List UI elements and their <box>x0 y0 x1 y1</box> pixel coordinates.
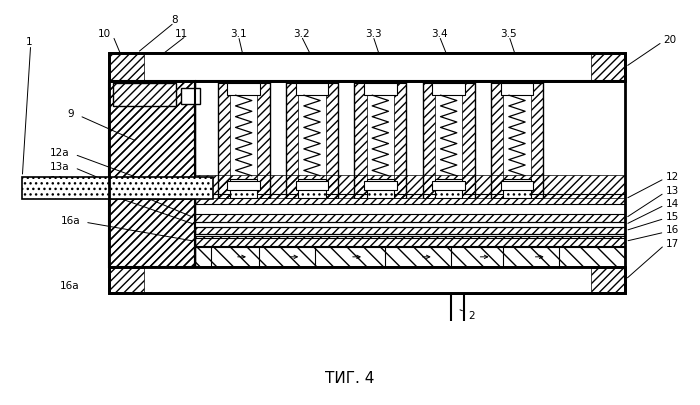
Bar <box>364 181 397 190</box>
Bar <box>195 176 625 198</box>
Bar <box>298 179 326 198</box>
Bar <box>500 84 533 96</box>
Bar <box>195 223 625 228</box>
Text: 14a: 14a <box>50 175 69 185</box>
Bar <box>228 84 260 96</box>
Bar <box>462 82 475 198</box>
Text: 4.4: 4.4 <box>443 280 459 290</box>
Text: 3.2: 3.2 <box>293 29 309 38</box>
Bar <box>500 181 533 190</box>
Text: 16a: 16a <box>60 280 80 290</box>
Text: 12a: 12a <box>50 147 69 157</box>
Text: 18: 18 <box>150 280 163 290</box>
Bar <box>591 54 625 82</box>
Text: 3.5: 3.5 <box>500 29 517 38</box>
Bar <box>295 84 328 96</box>
Text: 16a: 16a <box>62 215 81 226</box>
Text: 10: 10 <box>98 29 111 38</box>
Bar <box>326 82 338 198</box>
Bar <box>109 54 625 82</box>
Bar <box>144 267 591 293</box>
Text: 12: 12 <box>666 171 679 181</box>
Text: 8: 8 <box>171 15 178 24</box>
Bar <box>218 82 230 198</box>
Text: 14: 14 <box>666 199 679 209</box>
Text: 3.1: 3.1 <box>230 29 247 38</box>
Bar <box>228 181 260 190</box>
Text: 16: 16 <box>666 225 679 235</box>
Text: 4.2: 4.2 <box>312 280 329 290</box>
Bar <box>491 82 503 198</box>
Bar <box>195 215 625 223</box>
Bar <box>113 84 176 107</box>
Bar <box>109 54 625 82</box>
Bar <box>22 177 213 200</box>
Bar <box>367 179 394 198</box>
Text: 3.4: 3.4 <box>431 29 447 38</box>
Bar <box>109 267 625 293</box>
Bar <box>109 54 625 293</box>
Text: 15: 15 <box>666 211 679 222</box>
Bar <box>195 194 625 205</box>
Bar <box>286 82 298 198</box>
Bar <box>433 84 465 96</box>
Bar <box>109 267 625 293</box>
Bar <box>503 179 531 198</box>
Bar <box>195 223 625 228</box>
Bar <box>423 82 435 198</box>
Bar <box>531 82 543 198</box>
Text: 13: 13 <box>666 185 679 196</box>
Text: 1: 1 <box>26 36 33 47</box>
Text: 4.3: 4.3 <box>378 280 395 290</box>
Text: 2: 2 <box>469 310 475 320</box>
Text: 20: 20 <box>663 34 676 45</box>
Bar <box>195 247 625 267</box>
Bar <box>295 181 328 190</box>
Text: ΤИГ. 4: ΤИГ. 4 <box>326 370 374 385</box>
Text: 13a: 13a <box>50 161 69 171</box>
Bar <box>195 228 625 234</box>
Bar <box>435 179 462 198</box>
Text: 11: 11 <box>174 29 188 38</box>
Text: 17: 17 <box>666 239 679 249</box>
Bar <box>195 234 625 239</box>
Bar <box>258 82 270 198</box>
Bar <box>109 82 195 177</box>
Bar <box>195 82 625 267</box>
Text: 3.3: 3.3 <box>365 29 382 38</box>
Bar <box>144 54 591 82</box>
Bar <box>433 181 465 190</box>
Bar <box>109 82 195 267</box>
Bar <box>354 82 367 198</box>
Bar <box>195 237 625 247</box>
Bar <box>109 267 144 293</box>
Text: 9: 9 <box>68 109 74 119</box>
Bar <box>109 200 195 267</box>
Bar <box>230 179 258 198</box>
Text: 4.5: 4.5 <box>512 280 529 290</box>
Bar <box>109 54 144 82</box>
Bar <box>109 82 195 267</box>
Text: 18: 18 <box>267 280 280 290</box>
Bar <box>364 84 397 96</box>
Text: 4.1: 4.1 <box>230 280 247 290</box>
Bar <box>591 267 625 293</box>
Bar <box>394 82 407 198</box>
Bar <box>181 89 200 105</box>
